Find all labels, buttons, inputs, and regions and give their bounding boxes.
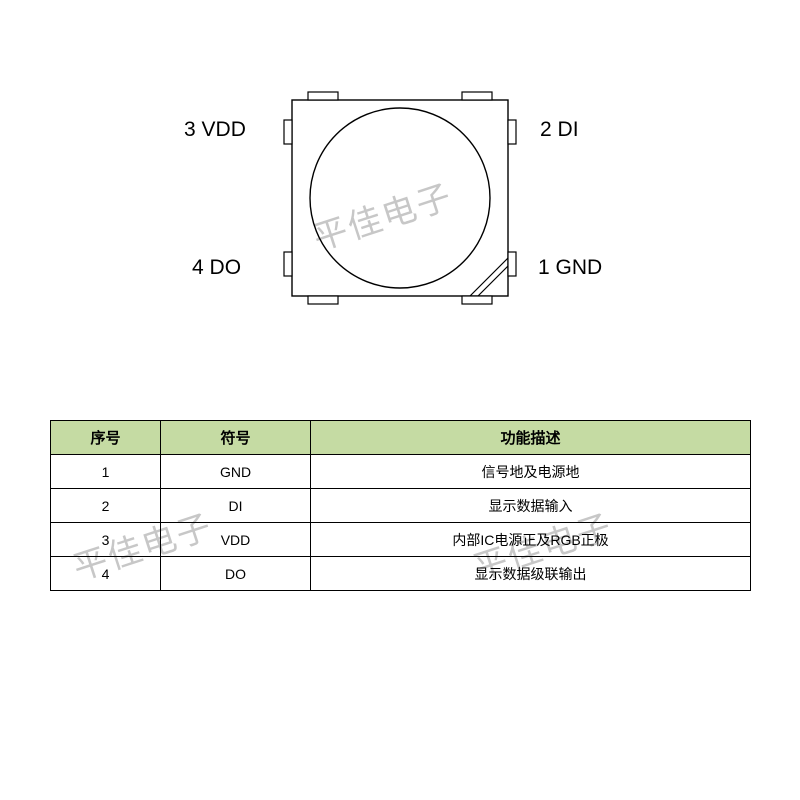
col-header-desc: 功能描述 <box>311 421 751 455</box>
col-header-num: 序号 <box>51 421 161 455</box>
pin-label-4-do: 4 DO <box>192 256 241 280</box>
pin-table-wrap: 序号 符号 功能描述 1 GND 信号地及电源地 2 DI 显示数据输入 3 V… <box>50 420 750 591</box>
pin-num: 3 <box>184 118 196 141</box>
pin-table: 序号 符号 功能描述 1 GND 信号地及电源地 2 DI 显示数据输入 3 V… <box>50 420 751 591</box>
table-row: 2 DI 显示数据输入 <box>51 489 751 523</box>
cell-sym: DO <box>161 557 311 591</box>
cell-num: 4 <box>51 557 161 591</box>
pin-name: DO <box>210 256 242 279</box>
pin-name: VDD <box>202 118 246 141</box>
pin-name: GND <box>556 256 603 279</box>
component-svg <box>270 80 530 320</box>
pin-label-2-di: 2 DI <box>540 118 579 142</box>
cell-desc: 信号地及电源地 <box>311 455 751 489</box>
table-header-row: 序号 符号 功能描述 <box>51 421 751 455</box>
cell-num: 3 <box>51 523 161 557</box>
cell-sym: GND <box>161 455 311 489</box>
pin-num: 4 <box>192 256 204 279</box>
cell-sym: VDD <box>161 523 311 557</box>
pin-name: DI <box>558 118 579 141</box>
pin-label-1-gnd: 1 GND <box>538 256 602 280</box>
table-row: 1 GND 信号地及电源地 <box>51 455 751 489</box>
component-diagram: 3 VDD 2 DI 4 DO 1 GND <box>0 0 800 380</box>
pin-num: 2 <box>540 118 552 141</box>
cell-sym: DI <box>161 489 311 523</box>
pin-num: 1 <box>538 256 550 279</box>
pin-label-3-vdd: 3 VDD <box>184 118 246 142</box>
table-row: 3 VDD 内部IC电源正及RGB正极 <box>51 523 751 557</box>
cell-num: 2 <box>51 489 161 523</box>
cell-desc: 内部IC电源正及RGB正极 <box>311 523 751 557</box>
cell-desc: 显示数据级联输出 <box>311 557 751 591</box>
table-row: 4 DO 显示数据级联输出 <box>51 557 751 591</box>
cell-desc: 显示数据输入 <box>311 489 751 523</box>
cell-num: 1 <box>51 455 161 489</box>
col-header-sym: 符号 <box>161 421 311 455</box>
